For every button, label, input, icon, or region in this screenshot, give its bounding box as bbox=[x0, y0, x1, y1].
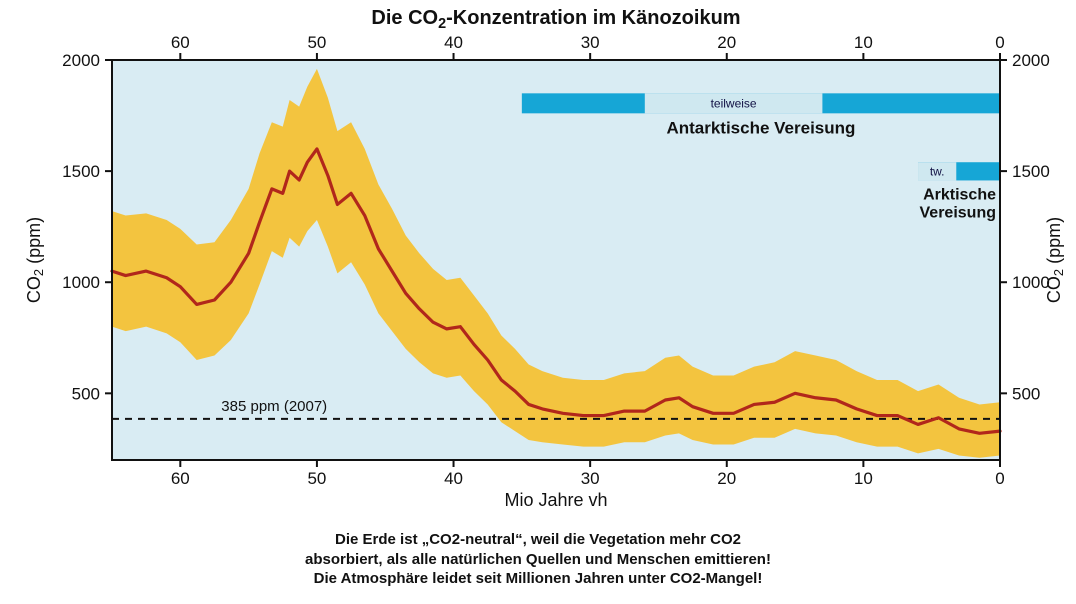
antarctic-partial-label: teilweise bbox=[711, 96, 757, 110]
chart-title: Die CO2-Konzentration im Känozoikum bbox=[371, 7, 740, 32]
ytick-label-left: 1500 bbox=[62, 162, 100, 181]
ytick-label-right: 2000 bbox=[1012, 51, 1050, 70]
xtick-label-top: 30 bbox=[581, 33, 600, 52]
ytick-label-right: 1500 bbox=[1012, 162, 1050, 181]
antarctic-label: Antarktische Vereisung bbox=[666, 118, 855, 137]
co2-cenozoic-chart: 385 ppm (2007) teilweise Antarktische Vere… bbox=[0, 0, 1076, 520]
ytick-label-left: 1000 bbox=[62, 273, 100, 292]
y-axis-label-right: CO2 (ppm) bbox=[1044, 217, 1066, 303]
ytick-label-left: 2000 bbox=[62, 51, 100, 70]
arctic-label: ArktischeVereisung bbox=[920, 186, 997, 221]
xtick-label-top: 40 bbox=[444, 33, 463, 52]
xtick-label-bottom: 0 bbox=[995, 469, 1004, 488]
y-axis-label-left: CO2 (ppm) bbox=[24, 217, 46, 303]
arctic-partial-label: tw. bbox=[930, 164, 945, 178]
xtick-label-bottom: 10 bbox=[854, 469, 873, 488]
xtick-label-bottom: 50 bbox=[307, 469, 326, 488]
x-axis-label: Mio Jahre vh bbox=[504, 490, 607, 510]
xtick-label-top: 20 bbox=[717, 33, 736, 52]
xtick-label-top: 0 bbox=[995, 33, 1004, 52]
xtick-label-bottom: 20 bbox=[717, 469, 736, 488]
xtick-label-bottom: 60 bbox=[171, 469, 190, 488]
xtick-label-top: 50 bbox=[307, 33, 326, 52]
reference-label: 385 ppm (2007) bbox=[221, 398, 327, 415]
xtick-label-bottom: 40 bbox=[444, 469, 463, 488]
caption-text: Die Erde ist „CO2-neutral“, weil die Veg… bbox=[0, 530, 1076, 588]
xtick-label-bottom: 30 bbox=[581, 469, 600, 488]
xtick-label-top: 10 bbox=[854, 33, 873, 52]
ytick-label-left: 500 bbox=[72, 384, 100, 403]
ytick-label-right: 500 bbox=[1012, 384, 1040, 403]
xtick-label-top: 60 bbox=[171, 33, 190, 52]
